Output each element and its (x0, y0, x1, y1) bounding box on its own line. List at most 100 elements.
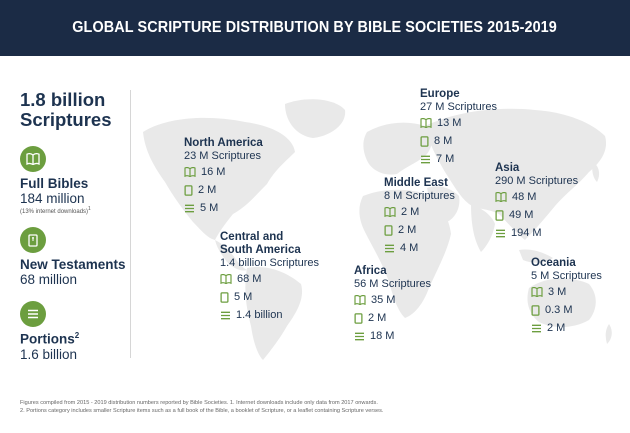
book-icon (420, 135, 429, 147)
region-total: 290 M Scriptures (495, 175, 579, 187)
region-name: Asia (495, 162, 520, 174)
stat-value: 4 M (400, 242, 419, 254)
region-europe: Europe 27 M Scriptures 13 M 8 M 7 M (420, 88, 497, 168)
stat-value: 49 M (509, 209, 534, 221)
lines-icon (532, 324, 541, 332)
full-bibles-note: (13% internet downloads)1 (20, 206, 128, 215)
new-testaments-block: New Testaments 68 million (20, 227, 128, 287)
lines-icon (20, 301, 46, 327)
region-total: 23 M Scriptures (184, 150, 262, 162)
full-bibles-value: 184 million (20, 191, 85, 206)
stat-new-testaments: 8 M (420, 132, 497, 150)
stat-portions: 7 M (420, 150, 497, 168)
lines-icon (185, 204, 194, 212)
stat-bibles: 35 M (354, 291, 431, 309)
stat-portions: 18 M (354, 327, 431, 345)
stat-bibles: 2 M (384, 203, 455, 221)
full-bibles-block: Full Bibles 184 million (13% internet do… (20, 146, 128, 215)
footnote-marker-1: 1 (88, 206, 91, 212)
total-label: Scriptures (20, 109, 112, 130)
stat-new-testaments: 2 M (184, 181, 263, 199)
region-name: Africa (354, 265, 387, 277)
region-name: North America (184, 137, 263, 149)
divider (130, 90, 131, 358)
header-banner: GLOBAL SCRIPTURE DISTRIBUTION BY BIBLE S… (0, 0, 630, 56)
stat-portions: 1.4 billion (220, 306, 319, 324)
stat-value: 1.4 billion (236, 309, 283, 321)
region-total: 8 M Scriptures (384, 190, 455, 202)
stat-value: 2 M (198, 184, 217, 196)
stat-bibles: 16 M (184, 163, 263, 181)
region-name: Oceania (531, 257, 576, 269)
region-total: 1.4 billion Scriptures (220, 257, 320, 269)
region-name-line1: Central and (220, 231, 284, 243)
new-testaments-value: 68 million (20, 272, 78, 287)
total-scriptures: 1.8 billion Scriptures (20, 90, 128, 130)
stat-value: 5 M (200, 202, 219, 214)
open-book-icon (354, 295, 366, 305)
stat-value: 7 M (436, 153, 455, 165)
stat-portions: 5 M (184, 199, 263, 217)
stat-bibles: 3 M (531, 283, 602, 301)
stat-value: 3 M (548, 286, 567, 298)
stat-value: 0.3 M (545, 304, 573, 316)
open-book-icon (220, 274, 232, 284)
stat-value: 16 M (201, 166, 226, 178)
world-map (143, 99, 612, 360)
stat-new-testaments: 0.3 M (531, 301, 602, 319)
stat-bibles: 48 M (495, 188, 578, 206)
stat-bibles: 13 M (420, 114, 497, 132)
stat-value: 35 M (371, 294, 396, 306)
stat-new-testaments: 2 M (384, 221, 455, 239)
stat-portions: 194 M (495, 224, 578, 242)
region-africa: Africa 56 M Scriptures 35 M 2 M 18 M (354, 265, 431, 345)
region-total: 56 M Scriptures (354, 278, 432, 290)
open-book-icon (420, 118, 432, 128)
region-total: 27 M Scriptures (420, 101, 498, 113)
stat-value: 2 M (547, 322, 566, 334)
stat-value: 48 M (512, 191, 537, 203)
footnote-line-1: Figures compiled from 2015 - 2019 distri… (20, 400, 378, 406)
open-book-icon (384, 207, 396, 217)
stat-portions: 4 M (384, 239, 455, 257)
portions-label: Portions2 (20, 331, 128, 347)
book-icon (20, 227, 46, 253)
stat-value: 18 M (370, 330, 395, 342)
full-bibles-label: Full Bibles (20, 176, 89, 191)
region-name: Europe (420, 88, 460, 100)
open-book-icon (531, 287, 543, 297)
region-middle-east: Middle East 8 M Scriptures 2 M 2 M 4 M (384, 177, 455, 257)
portions-block: Portions2 1.6 billion (20, 301, 128, 362)
lines-icon (221, 311, 230, 319)
footnote-marker-2: 2 (74, 331, 80, 340)
region-total: 5 M Scriptures (531, 270, 602, 282)
page-title: GLOBAL SCRIPTURE DISTRIBUTION BY BIBLE S… (72, 19, 558, 36)
book-icon (531, 304, 540, 316)
full-bibles-note-text: (13% internet downloads) (20, 209, 89, 215)
portions-value: 1.6 billion (20, 346, 78, 362)
lines-icon (421, 155, 430, 163)
region-oceania: Oceania 5 M Scriptures 3 M 0.3 M 2 M (531, 257, 602, 337)
stat-value: 68 M (237, 273, 262, 285)
book-icon (184, 184, 193, 196)
open-book-icon (184, 167, 196, 177)
stat-new-testaments: 5 M (220, 288, 319, 306)
open-book-icon (495, 192, 507, 202)
region-north-america: North America 23 M Scriptures 16 M 2 M 5… (184, 137, 263, 217)
book-icon (220, 291, 229, 303)
region-name: Middle East (384, 177, 448, 189)
new-testaments-label: New Testaments (20, 257, 126, 272)
stat-value: 2 M (398, 224, 417, 236)
stat-portions: 2 M (531, 319, 602, 337)
stat-new-testaments: 49 M (495, 206, 578, 224)
open-book-icon (20, 146, 46, 172)
lines-icon (385, 244, 394, 252)
summary-panel: 1.8 billion Scriptures Full Bibles 184 m… (20, 90, 128, 362)
footnotes: Figures compiled from 2015 - 2019 distri… (20, 399, 620, 415)
lines-icon (355, 332, 364, 340)
stat-bibles: 68 M (220, 270, 319, 288)
stat-value: 194 M (511, 227, 542, 239)
stat-value: 8 M (434, 135, 453, 147)
lines-icon (496, 229, 505, 237)
book-icon (495, 209, 504, 221)
